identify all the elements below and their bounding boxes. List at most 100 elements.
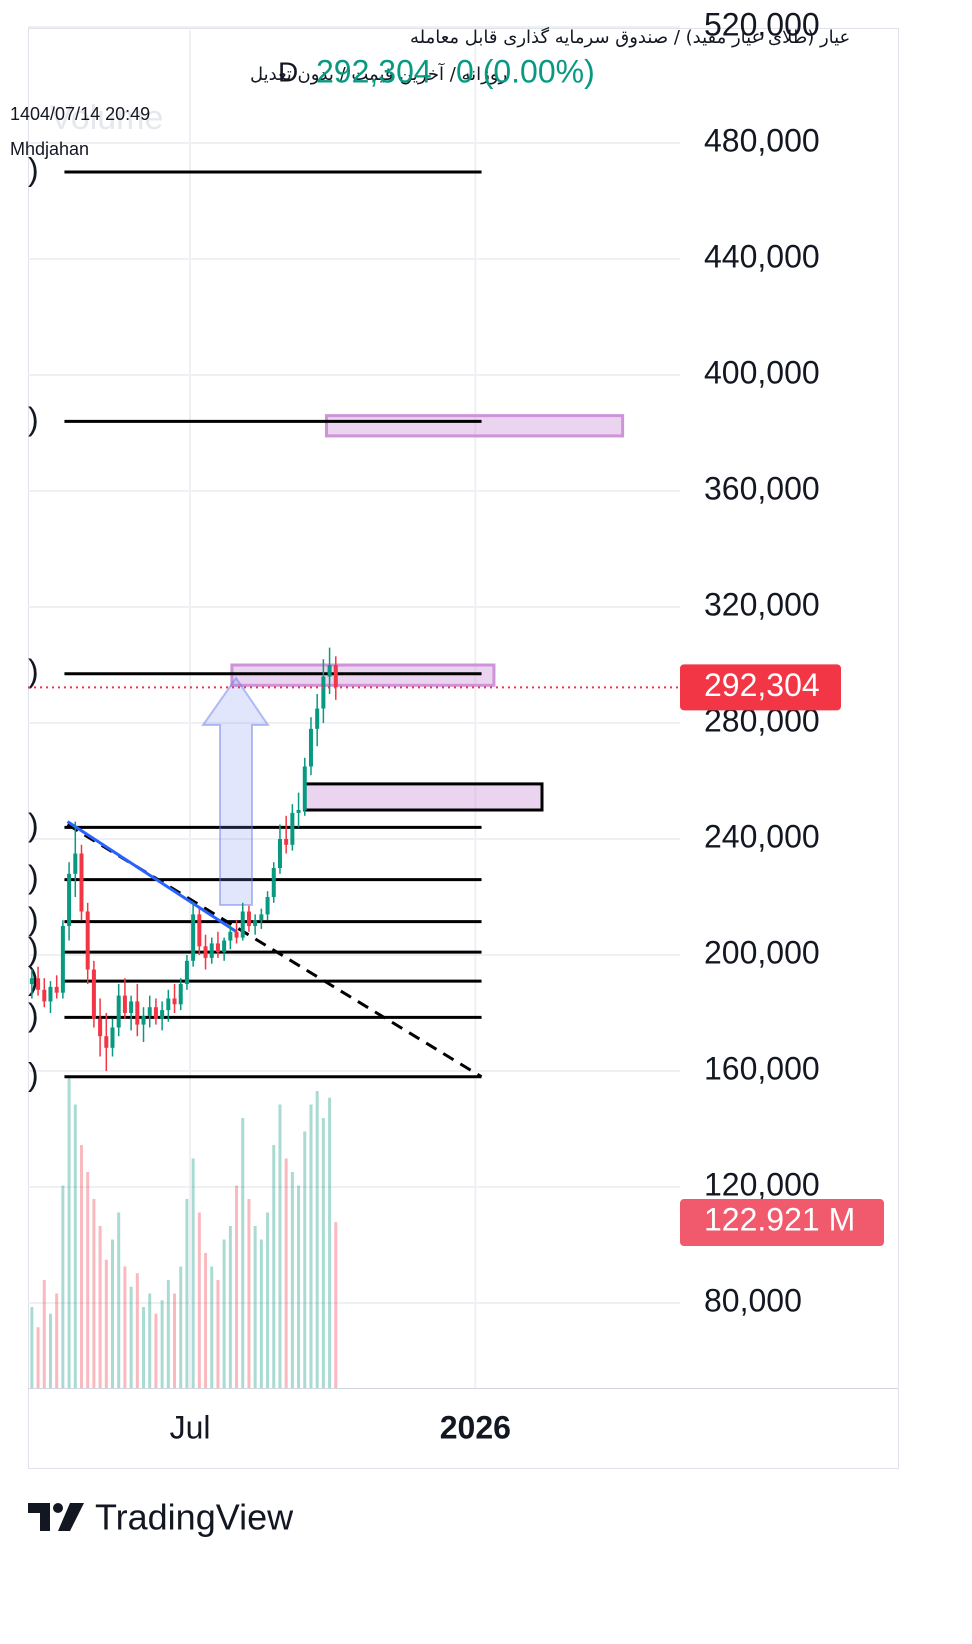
candle-body — [315, 708, 320, 729]
candle-body — [265, 897, 270, 915]
volume-bar — [259, 1239, 263, 1388]
author: Mhdjahan — [10, 139, 89, 159]
zone — [324, 414, 625, 438]
y-tick-label: 360,000 — [704, 470, 820, 506]
price-change: 0 (0.00%) — [456, 53, 595, 89]
candle-body — [284, 839, 289, 845]
level-label: ) — [28, 932, 39, 968]
volume-bar — [92, 1199, 96, 1388]
volume-bar — [334, 1222, 338, 1388]
interval: D — [278, 56, 298, 87]
candle-body — [135, 1001, 140, 1025]
candle-body — [29, 978, 34, 985]
candle-body — [166, 998, 171, 1011]
volume-bar — [135, 1273, 139, 1388]
volume-bar — [123, 1266, 127, 1388]
x-tick-label: 2026 — [440, 1409, 511, 1445]
level-label: ) — [28, 997, 39, 1033]
candle-body — [160, 1010, 165, 1019]
candle-body — [42, 989, 47, 1002]
volume-bar — [166, 1280, 170, 1388]
candle-body — [85, 911, 90, 970]
level-label: ) — [28, 401, 39, 437]
volume-bar — [111, 1239, 115, 1388]
zone — [303, 782, 544, 812]
volume-bar — [129, 1286, 133, 1388]
candle-body — [203, 946, 208, 958]
candle-body — [321, 676, 326, 709]
y-tick-label: 120,000 — [704, 1166, 820, 1202]
volume-bar — [328, 1097, 332, 1388]
volume-bar — [309, 1104, 313, 1388]
volume-bar — [142, 1307, 146, 1388]
brand[interactable]: TradingView — [95, 1497, 294, 1538]
y-tick-label: 400,000 — [704, 354, 820, 390]
candle-body — [184, 960, 189, 985]
volume-bar — [48, 1313, 52, 1388]
candle-body — [60, 926, 65, 993]
volume-bar — [191, 1158, 195, 1388]
volume-bar — [247, 1199, 251, 1388]
volume-bar — [179, 1266, 183, 1388]
volume-bar — [216, 1280, 220, 1388]
volume-bar — [160, 1300, 164, 1388]
volume-bar — [321, 1118, 325, 1388]
volume-bar — [42, 1280, 46, 1388]
price-label-box — [680, 664, 841, 711]
symbol-subtitle: روزانه / آخرین قیمت / بدون تعدیل — [250, 62, 507, 85]
candle-body — [271, 868, 276, 898]
candle-body — [129, 1001, 134, 1014]
level-label: ) — [28, 1056, 39, 1092]
volume-bar — [297, 1185, 301, 1388]
volume-bar — [36, 1327, 40, 1388]
y-tick-label: 200,000 — [704, 934, 820, 970]
volume-bar — [235, 1185, 239, 1388]
candle-body — [253, 920, 258, 927]
level-label: ) — [28, 653, 39, 689]
volume-bar — [290, 1172, 294, 1388]
volume-bar — [278, 1104, 282, 1388]
arrow-drawing — [201, 676, 270, 906]
candle-body — [327, 665, 332, 677]
candle-body — [302, 766, 307, 811]
candle-body — [178, 984, 183, 1005]
volume-bar — [61, 1185, 65, 1388]
volume-bar — [222, 1239, 226, 1388]
volume-bar — [98, 1226, 102, 1388]
candle-body — [116, 995, 121, 1028]
candle-body — [333, 665, 338, 688]
volume-bar — [266, 1212, 270, 1388]
volume-bar — [241, 1118, 245, 1388]
candle-body — [228, 931, 233, 941]
y-tick-label: 160,000 — [704, 1050, 820, 1086]
candle-body — [141, 1015, 146, 1025]
candle-body — [191, 914, 196, 961]
volume-bar — [204, 1253, 208, 1388]
volume-bar — [104, 1259, 108, 1388]
candle-body — [79, 853, 84, 912]
candle-body — [122, 995, 127, 1014]
last-price: 292,304 — [316, 53, 432, 89]
candle-body — [73, 853, 78, 874]
candle-body — [197, 914, 202, 947]
price-label: 292,304 — [704, 667, 820, 703]
volume-bar — [79, 1145, 83, 1388]
volume-bar — [185, 1199, 189, 1388]
candle-body — [98, 1018, 103, 1037]
candle-body — [215, 943, 220, 953]
candle-body — [259, 914, 264, 921]
volume-label: 122.921 M — [704, 1202, 855, 1238]
y-tick-label: 440,000 — [704, 238, 820, 274]
tv-logo — [28, 1503, 84, 1531]
volume-bar — [272, 1145, 276, 1388]
candle-body — [246, 911, 251, 927]
level-label: ) — [28, 859, 39, 895]
timestamp: 1404/07/14 20:49 — [10, 104, 150, 124]
candle-body — [277, 839, 282, 869]
volume-bar — [253, 1226, 257, 1388]
symbol-title: عیار (طلای عیار مفید) / صندوق سرمایه گذا… — [410, 26, 850, 48]
candle-body — [222, 940, 227, 953]
chart-frame — [28, 28, 899, 1469]
x-tick-label: Jul — [170, 1409, 211, 1445]
